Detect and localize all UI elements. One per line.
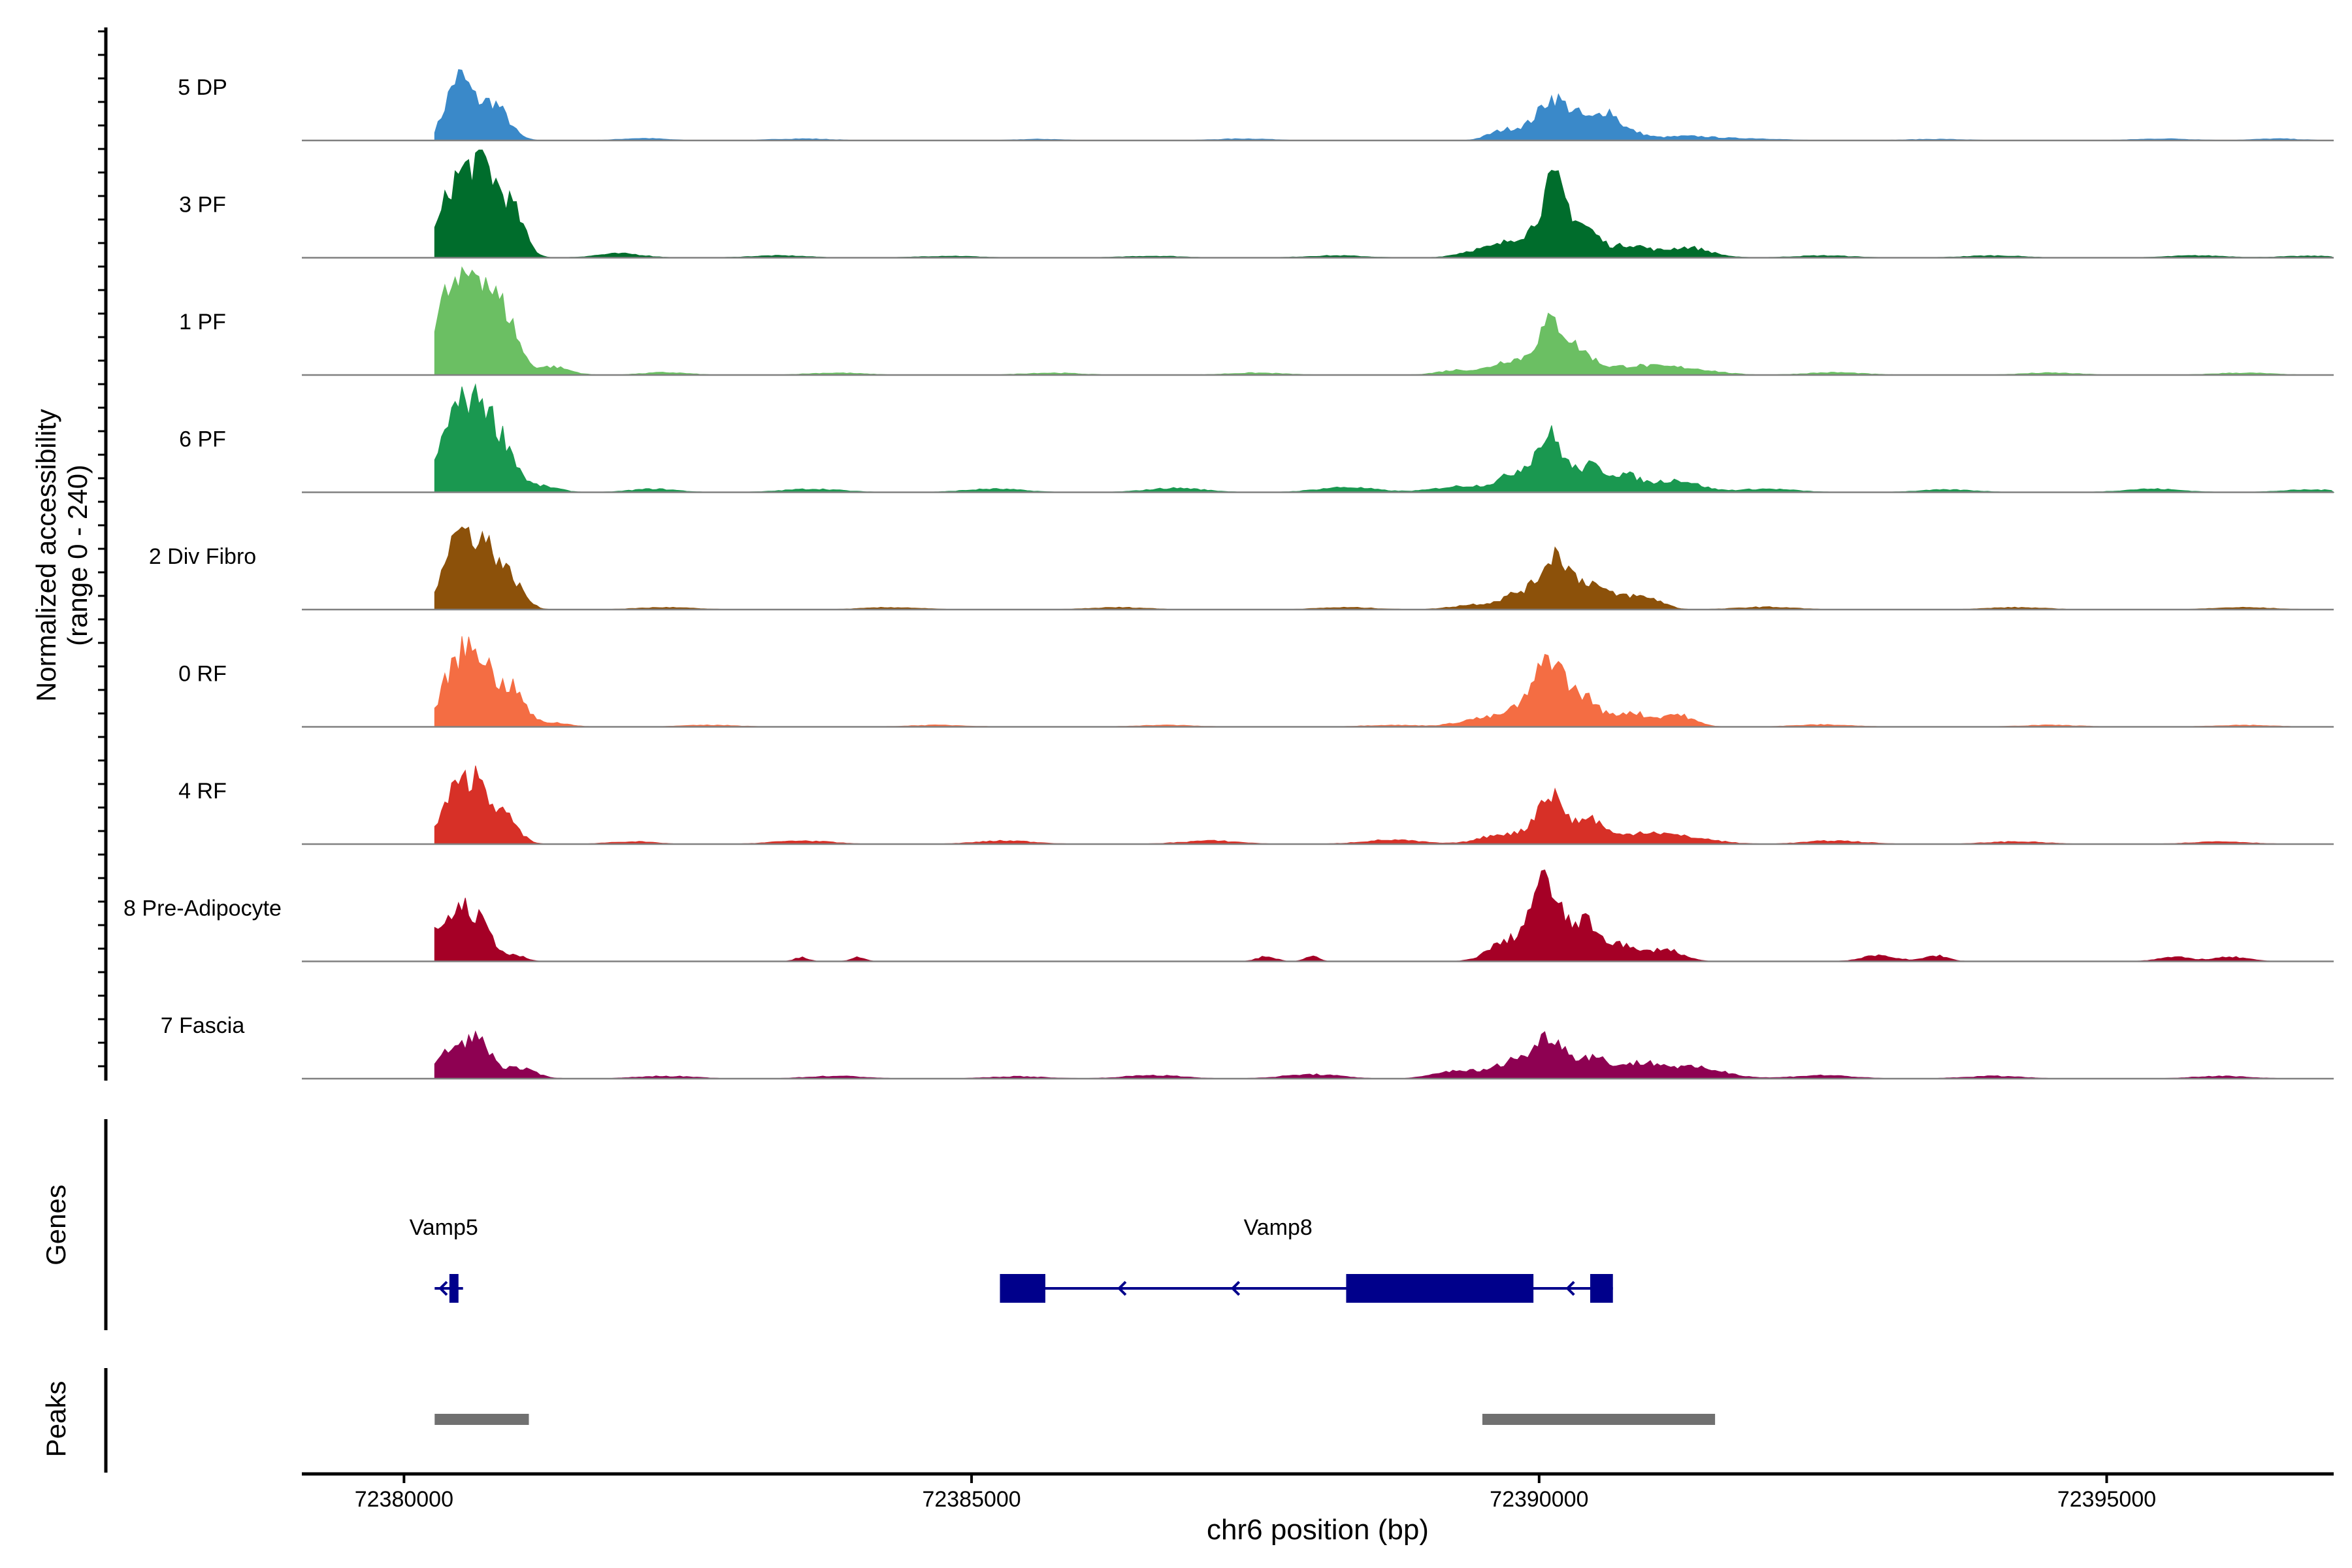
x-axis-tick-label: 72380000: [355, 1487, 453, 1512]
track-label: 8 Pre-Adipocyte: [123, 896, 282, 921]
x-axis-tick-label: 72390000: [1490, 1487, 1588, 1512]
gene-exon: [1590, 1274, 1613, 1303]
peak-bar: [434, 1414, 529, 1425]
gene-label: Vamp5: [410, 1215, 478, 1240]
y-axis-title-line1: Normalized accessibility: [31, 409, 61, 702]
coverage-area: [434, 383, 2335, 493]
track-label: 7 Fascia: [161, 1013, 245, 1038]
coverage-area: [434, 526, 2334, 610]
coverage-area: [434, 1030, 2334, 1079]
strand-arrow-icon: [438, 1281, 448, 1296]
genes-panel: Genes Vamp5 Vamp8: [41, 1119, 1613, 1330]
coverage-track: 2 Div Fibro: [149, 526, 2334, 611]
gene-exon: [449, 1274, 459, 1303]
coverage-track: 4 RF: [178, 765, 2334, 845]
track-label: 0 RF: [178, 662, 227, 687]
strand-arrow-icon: [1117, 1281, 1127, 1296]
strand-arrow-icon: [1230, 1281, 1241, 1296]
gene-model: Vamp8: [1000, 1215, 1613, 1303]
gene-exon: [1346, 1274, 1534, 1303]
track-label: 5 DP: [178, 75, 227, 100]
peak-bar: [1482, 1414, 1716, 1425]
coverage-area: [434, 150, 2334, 258]
coverage-track: 1 PF: [179, 266, 2334, 376]
strand-arrow-icon: [1565, 1281, 1575, 1296]
coverage-area: [434, 636, 2334, 727]
coverage-area: [434, 69, 2334, 141]
coverage-track: 6 PF: [179, 383, 2335, 493]
gene-models: Vamp5 Vamp8: [410, 1215, 1613, 1303]
coverage-track: 7 Fascia: [161, 1013, 2334, 1080]
peaks-panel-label: Peaks: [41, 1381, 71, 1458]
x-axis-ticks: 72380000 72385000 72390000 72395000: [355, 1474, 2156, 1512]
x-axis: 72380000 72385000 72390000 72395000 chr6 po…: [302, 1472, 2334, 1546]
x-axis-title: chr6 position (bp): [1207, 1514, 1429, 1546]
peaks-panel: Peaks: [41, 1368, 1716, 1473]
gene-label: Vamp8: [1244, 1215, 1313, 1240]
peak-regions: [434, 1414, 1716, 1425]
coverage-track: 5 DP: [178, 69, 2334, 142]
track-label: 2 Div Fibro: [149, 544, 256, 569]
gene-exon: [1000, 1274, 1046, 1303]
coverage-track: 8 Pre-Adipocyte: [123, 869, 2334, 962]
track-y-axis: [98, 27, 108, 1081]
track-label: 1 PF: [179, 310, 226, 335]
coverage-area: [434, 869, 2334, 962]
coverage-area: [434, 266, 2334, 376]
genes-panel-label: Genes: [41, 1184, 71, 1266]
x-axis-tick-label: 72395000: [2057, 1487, 2156, 1512]
x-axis-tick-label: 72385000: [922, 1487, 1021, 1512]
gene-model: Vamp5: [410, 1215, 478, 1303]
y-axis-title-line2: (range 0 - 240): [62, 465, 93, 646]
y-axis-title: Normalized accessibility (range 0 - 240): [31, 409, 93, 702]
coverage-track: 3 PF: [179, 150, 2334, 259]
track-label: 3 PF: [179, 193, 226, 218]
coverage-area: [434, 765, 2334, 845]
coverage-tracks: 5 DP 3 PF 1 PF 6 PF 2 Div Fibro 0 RF 4 RF 8 Pre…: [123, 69, 2335, 1080]
track-label: 4 RF: [178, 779, 227, 804]
track-label: 6 PF: [179, 427, 226, 452]
coverage-track: 0 RF: [178, 636, 2334, 728]
